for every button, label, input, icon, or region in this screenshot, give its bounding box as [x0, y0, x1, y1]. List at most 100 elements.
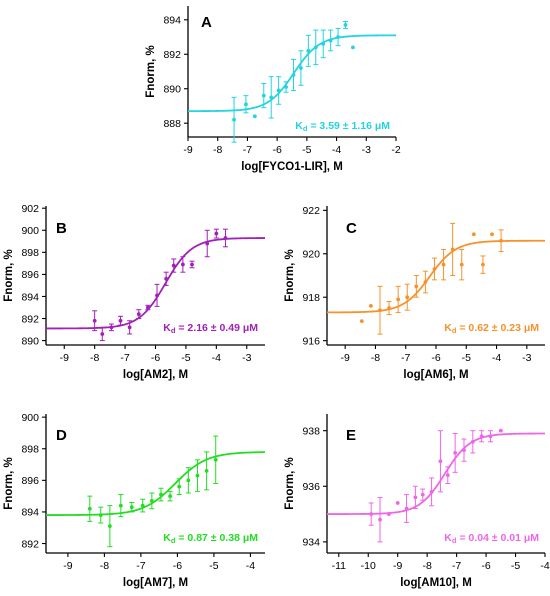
x-tick-label: -8: [371, 352, 380, 364]
data-point: [378, 308, 382, 313]
x-tick-label: -4: [492, 352, 501, 364]
y-axis-title: Fnorm, %: [284, 249, 296, 301]
data-point: [87, 506, 92, 511]
data-point: [328, 38, 333, 43]
y-tick-label: 898: [21, 247, 39, 259]
x-tick-label: -9: [60, 352, 69, 364]
x-tick-label: -7: [401, 352, 410, 364]
data-point: [336, 35, 340, 39]
chart-panel-d: -9 -8 -7 -6 -5 -4 892 894 896 898 900 log[AM7], M Fn…: [3, 412, 266, 589]
x-tick-label: -7: [452, 560, 461, 572]
y-tick-label: 936: [302, 481, 320, 493]
y-axis-title: Fnorm, %: [145, 45, 157, 97]
data-point: [155, 293, 159, 298]
data-point: [396, 297, 401, 302]
y-tick-label: 894: [21, 507, 39, 519]
data-point: [488, 434, 493, 439]
x-tick-label: -4: [212, 352, 221, 364]
data-point: [127, 325, 132, 330]
kd-symbol: K: [444, 322, 452, 334]
kd-symbol: K: [163, 532, 171, 544]
x-tick-label: -9: [393, 560, 402, 572]
data-point: [306, 48, 311, 53]
y-tick-label: 894: [163, 15, 181, 27]
x-axis-title: log[AM10], M: [400, 577, 472, 589]
y-tick-label: 934: [302, 537, 320, 549]
data-point: [395, 501, 400, 505]
data-point: [369, 304, 373, 308]
x-tick-label: -3: [362, 144, 371, 156]
kd-annotation: Kd = 0.62 ± 0.23 μM: [444, 322, 539, 335]
y-axis-title: Fnorm, %: [3, 249, 15, 301]
kd-subscript: d: [452, 326, 457, 335]
fit-curve: [188, 34, 396, 113]
kd-value: = 2.16 ± 0.49 μM: [175, 322, 258, 334]
data-point: [386, 512, 391, 516]
chart-panel-e: -11 -10 -9 -8 -7 -6 -5 -4 934 936 938 log[AM10], M F…: [284, 414, 550, 589]
x-tick-label: -7: [243, 144, 252, 156]
data-point: [438, 459, 443, 464]
kd-annotation: Kd = 0.04 ± 0.01 μM: [444, 532, 539, 545]
x-tick-label: -3: [522, 352, 531, 364]
y-tick-label: 890: [21, 335, 39, 347]
kd-value: = 0.04 ± 0.01 μM: [456, 532, 539, 544]
data-point: [205, 241, 210, 246]
data-point: [180, 262, 185, 267]
x-tick-label: -8: [100, 560, 109, 572]
data-point: [164, 276, 169, 281]
fit-curve: [46, 451, 266, 516]
y-tick-label: 892: [21, 313, 39, 325]
x-tick-label: -5: [302, 144, 311, 156]
data-point: [284, 85, 288, 89]
panel-letter: E: [346, 427, 356, 444]
data-point: [171, 263, 176, 268]
x-tick-label: -5: [511, 560, 520, 572]
y-tick-label: 900: [21, 412, 39, 424]
data-point: [351, 45, 355, 50]
data-point: [413, 495, 418, 500]
data-point: [252, 114, 257, 119]
data-point: [291, 73, 296, 77]
panel-letter: A: [201, 14, 212, 31]
data-point: [459, 262, 464, 267]
y-tick-label: 888: [163, 118, 181, 130]
y-axis-title: Fnorm, %: [284, 457, 296, 509]
data-point: [204, 468, 209, 473]
kd-value: = 3.59 ± 1.16 μM: [307, 120, 390, 132]
y-tick-label: 892: [163, 49, 181, 61]
data-point: [369, 512, 374, 516]
kd-annotation: Kd = 0.87 ± 0.38 μM: [163, 532, 258, 545]
kd-subscript: d: [171, 326, 176, 335]
data-point: [405, 295, 410, 300]
y-tick-label: 922: [302, 205, 320, 217]
data-point: [479, 434, 484, 439]
data-point: [261, 93, 266, 98]
y-tick-label: 918: [302, 292, 320, 304]
data-point: [420, 492, 425, 497]
y-tick-label: 920: [302, 249, 320, 261]
x-axis-title: log[AM6], M: [403, 369, 468, 381]
data-point: [145, 305, 150, 310]
x-tick-label: -6: [173, 560, 182, 572]
kd-annotation: Kd = 3.59 ± 1.16 μM: [295, 120, 390, 133]
y-tick-label: 890: [163, 84, 181, 96]
data-point: [92, 318, 97, 323]
kd-subscript: d: [171, 536, 176, 545]
x-tick-label: -6: [481, 560, 490, 572]
data-point: [453, 451, 458, 455]
chart-panel-c: -9 -8 -7 -6 -5 -4 -3 916 918 920 922 log[AM6], M Fno…: [284, 205, 545, 381]
kd-symbol: K: [163, 322, 171, 334]
x-tick-label: -9: [183, 144, 192, 156]
data-point: [186, 478, 191, 483]
x-tick-label: -6: [151, 352, 160, 364]
data-point: [213, 457, 218, 462]
data-point: [214, 231, 219, 236]
fit-curve: [46, 237, 266, 330]
y-tick-label: 938: [302, 425, 320, 437]
kd-symbol: K: [444, 532, 452, 544]
panel-letter: B: [56, 220, 67, 237]
x-tick-label: -5: [209, 560, 218, 572]
data-point: [136, 312, 141, 317]
data-point: [343, 23, 348, 27]
